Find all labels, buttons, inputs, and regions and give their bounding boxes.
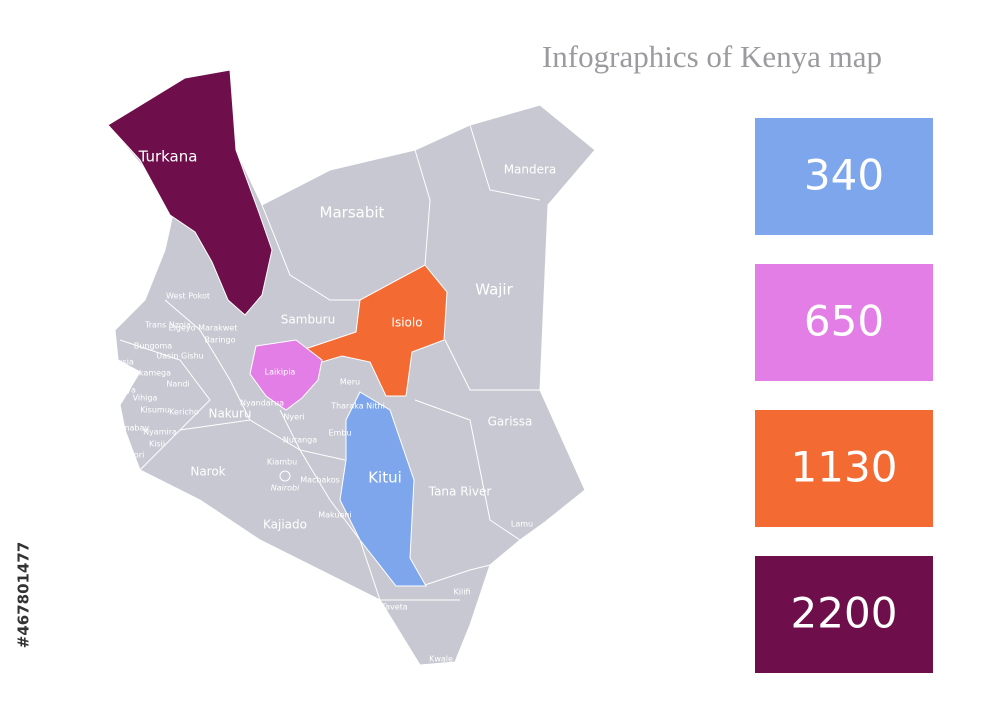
county-label: Samburu [281, 313, 335, 327]
county-label: Marsabit [320, 204, 385, 222]
county-label: Kisii [149, 440, 165, 449]
county-label: Wajir [475, 281, 513, 299]
county-label: Tana River [428, 485, 492, 499]
stock-id: #467801477 [15, 542, 33, 649]
value-label: 340 [804, 151, 884, 200]
value-box [755, 264, 933, 381]
county-label: Garissa [488, 415, 533, 429]
county-isiolo [294, 264, 448, 397]
county-label: Kericho [169, 408, 199, 417]
value-box [755, 556, 933, 673]
map [107, 69, 596, 666]
county-label: Taita Taveta [359, 603, 408, 612]
border [261, 204, 360, 301]
title: Infographics of Kenya map [542, 39, 882, 74]
county-label: Nyamira [143, 428, 177, 437]
value-box [755, 118, 933, 235]
value-label: 1130 [791, 443, 898, 492]
county-label: Embu [329, 429, 352, 438]
border [469, 124, 541, 201]
border [414, 149, 431, 266]
border [424, 564, 491, 586]
county-label: Isiolo [391, 316, 422, 330]
county-label: Laikipia [265, 368, 296, 377]
county-label: Trans Nzoia [144, 321, 191, 330]
county-label: Nyeri [283, 413, 304, 422]
county-label: Turkana [138, 148, 198, 166]
county-turkana [107, 69, 273, 316]
county-label: Busia [112, 358, 134, 367]
county-label: Nakuru [208, 407, 251, 421]
county-label: Narok [190, 465, 225, 479]
county-label: Elgeyo Marakwet [169, 324, 238, 333]
county-label: Tharaka Nithi [330, 402, 385, 411]
county-label: Lamu [511, 520, 533, 529]
county-label: Kitui [368, 469, 402, 487]
county-label: Kajiado [263, 518, 307, 532]
county-label: Kakamega [129, 369, 171, 378]
county-label: Baringo [205, 336, 236, 345]
border [164, 299, 251, 421]
county-label: Machakos [300, 476, 340, 485]
county-label: Nuranga [283, 436, 317, 445]
border [139, 419, 361, 541]
county-label: Mandera [504, 163, 557, 177]
county-kitui [339, 391, 427, 587]
county-label: Meru [340, 378, 360, 387]
county-label: Bungoma [134, 342, 172, 351]
county-label: Nyandarua [240, 399, 284, 408]
border [119, 339, 211, 431]
county-labels: Turkana Marsabit Mandera Wajir Samburu I… [111, 148, 556, 664]
county-label: Nairobi [271, 484, 300, 493]
capital-marker [279, 470, 291, 482]
county-label: Makueni [318, 511, 351, 520]
border [414, 399, 521, 541]
value-label: 2200 [791, 589, 898, 638]
county-label: West Pokot [166, 292, 210, 301]
value-label: 650 [804, 297, 884, 346]
county-laikipia [249, 339, 323, 411]
county-label: Kiambu [267, 458, 297, 467]
county-label: Nandi [166, 380, 189, 389]
county-label: Mombasa [471, 641, 510, 650]
county-label: Kwale [429, 655, 453, 664]
county-label: Kilifi [454, 588, 471, 597]
border [444, 339, 540, 391]
county-label: Migori [120, 451, 145, 460]
county-label: Homabay [111, 424, 150, 433]
border [279, 409, 346, 461]
legend: 340 650 1130 2200 [755, 118, 933, 673]
county-label: Siaya [114, 386, 136, 395]
county-label: Vihiga [133, 394, 158, 403]
county-label: Kisumu [140, 406, 170, 415]
value-box [755, 410, 933, 527]
border [359, 539, 460, 601]
county-label: Uasin Gishu [156, 352, 204, 361]
